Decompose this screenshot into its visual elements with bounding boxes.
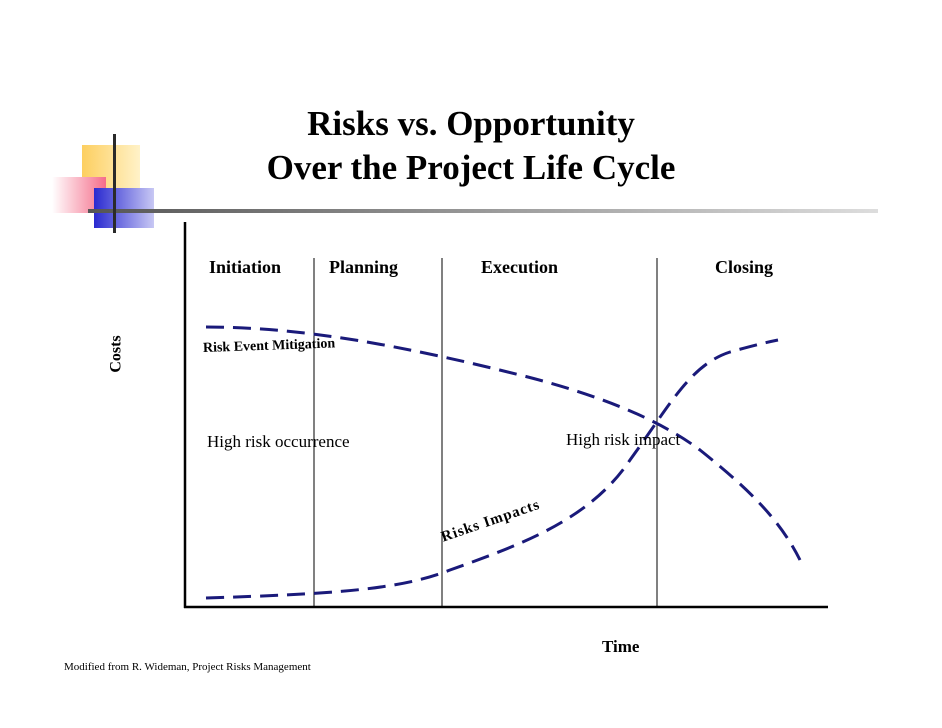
deco-blue-block: [94, 188, 154, 228]
phase-initiation: Initiation: [209, 257, 282, 277]
title-line-2: Over the Project Life Cycle: [266, 148, 676, 187]
phase-execution: Execution: [481, 257, 559, 277]
title-line-1: Risks vs. Opportunity: [307, 104, 635, 143]
x-axis-label: Time: [602, 637, 640, 656]
phase-planning: Planning: [329, 257, 399, 277]
y-axis-label: Costs: [107, 335, 125, 373]
source-credit: Modified from R. Wideman, Project Risks …: [64, 661, 311, 673]
mitigation-curve: [205, 325, 802, 561]
deco-vertical-bar: [113, 134, 116, 233]
annotation-high-risk-occurrence: High risk occurrence: [207, 432, 350, 451]
title-rule: [88, 209, 878, 213]
impacts-curve: [205, 338, 779, 600]
phase-closing: Closing: [715, 257, 774, 277]
annotation-high-risk-impact: High risk impact: [566, 430, 681, 449]
